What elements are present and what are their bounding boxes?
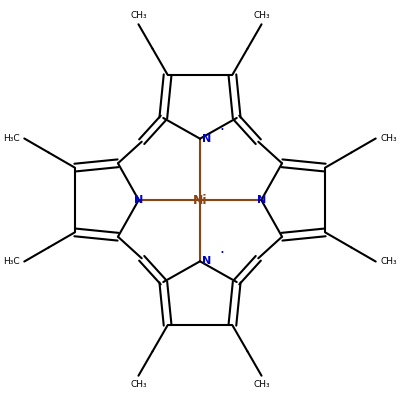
- Text: ·: ·: [220, 246, 224, 261]
- Text: H₃C: H₃C: [3, 257, 20, 266]
- Text: ·: ·: [220, 124, 224, 138]
- Text: CH₃: CH₃: [253, 380, 270, 389]
- Text: N: N: [202, 134, 212, 144]
- Text: H₃C: H₃C: [3, 134, 20, 143]
- Text: CH₃: CH₃: [130, 11, 147, 20]
- Text: N: N: [134, 195, 143, 205]
- Text: CH₃: CH₃: [380, 134, 397, 143]
- Text: CH₃: CH₃: [380, 257, 397, 266]
- Text: N: N: [257, 195, 266, 205]
- Text: CH₃: CH₃: [253, 11, 270, 20]
- Text: Ni: Ni: [193, 194, 207, 206]
- Text: CH₃: CH₃: [130, 380, 147, 389]
- Text: N: N: [202, 256, 212, 266]
